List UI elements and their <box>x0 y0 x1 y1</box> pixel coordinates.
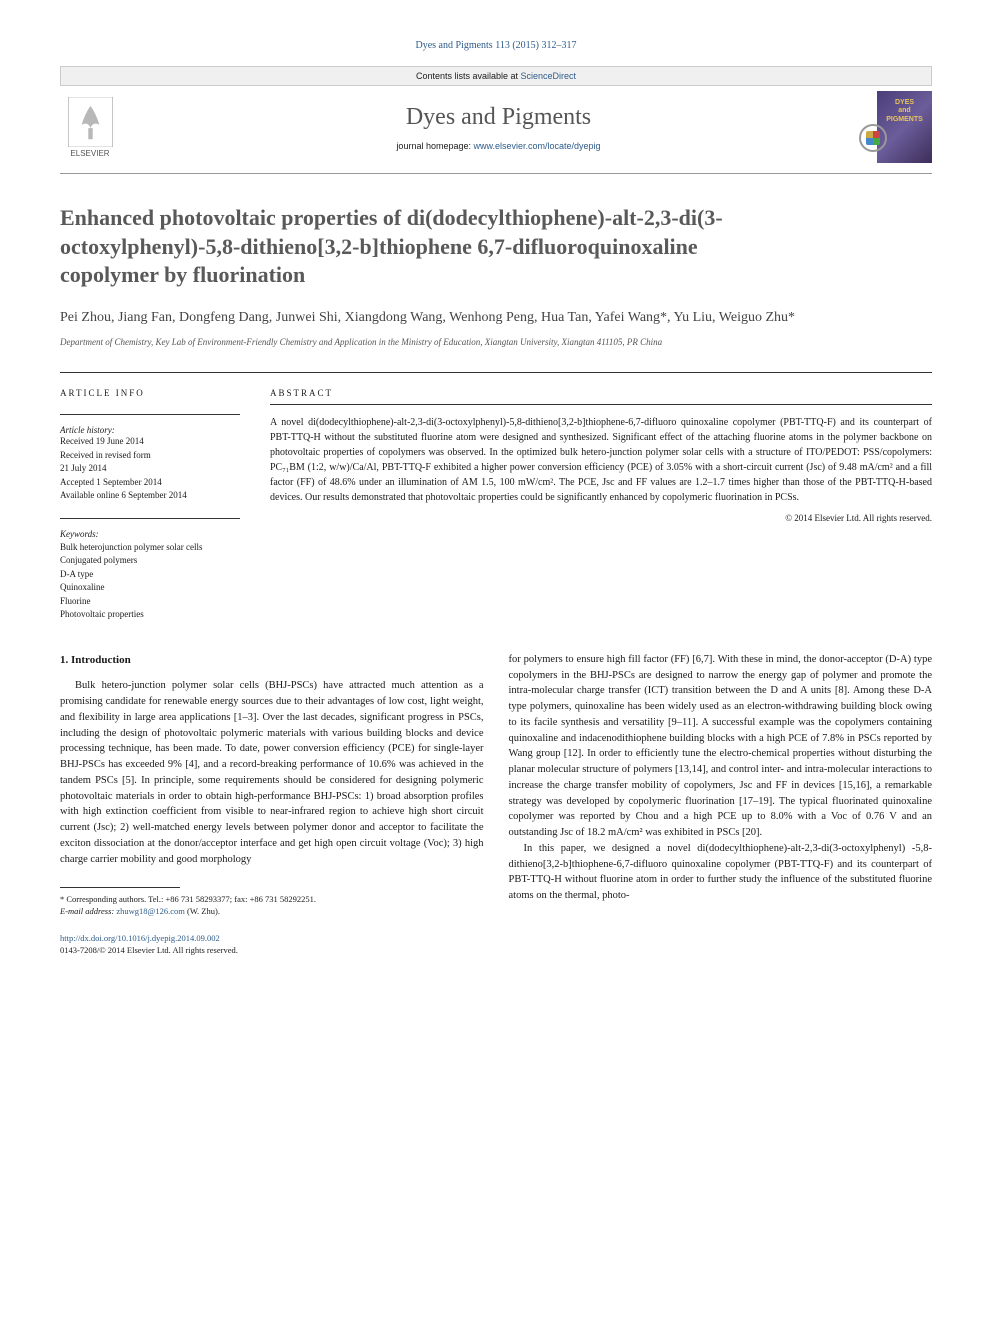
citation-header: Dyes and Pigments 113 (2015) 312–317 <box>60 40 932 51</box>
authors: Pei Zhou, Jiang Fan, Dongfeng Dang, Junw… <box>60 308 932 328</box>
crossmark-icon <box>859 124 887 152</box>
sciencedirect-link[interactable]: ScienceDirect <box>521 71 577 81</box>
keyword-item: Photovoltaic properties <box>60 608 240 622</box>
abstract-copyright: © 2014 Elsevier Ltd. All rights reserved… <box>270 513 932 523</box>
homepage-link[interactable]: www.elsevier.com/locate/dyepig <box>474 141 601 151</box>
article-title: Enhanced photovoltaic properties of di(d… <box>60 204 801 290</box>
history-block: Article history: Received 19 June 2014 R… <box>60 425 240 503</box>
section-heading: 1. Introduction <box>60 652 484 669</box>
body-col-right: for polymers to ensure high fill factor … <box>509 652 933 957</box>
keyword-item: Fluorine <box>60 595 240 609</box>
history-item: Received 19 June 2014 <box>60 435 240 449</box>
body-columns: 1. Introduction Bulk hetero-junction pol… <box>60 652 932 957</box>
info-abstract-row: ARTICLE INFO Article history: Received 1… <box>60 372 932 622</box>
elsevier-tree-icon <box>68 97 113 147</box>
article-header: CrossMark Enhanced photovoltaic properti… <box>60 204 932 347</box>
journal-title-block: Dyes and Pigments journal homepage: www.… <box>120 104 877 151</box>
history-label: Article history: <box>60 425 240 435</box>
journal-cover-thumb: DYES and PIGMENTS <box>877 91 932 163</box>
keyword-item: Bulk heterojunction polymer solar cells <box>60 541 240 555</box>
affiliation: Department of Chemistry, Key Lab of Envi… <box>60 337 932 347</box>
journal-homepage: journal homepage: www.elsevier.com/locat… <box>120 141 877 151</box>
email-label: E-mail address: <box>60 906 116 916</box>
elsevier-logo: ELSEVIER <box>60 92 120 162</box>
keywords-label: Keywords: <box>60 529 240 539</box>
keyword-item: D-A type <box>60 568 240 582</box>
abstract-block: ABSTRACT A novel di(dodecylthiophene)-al… <box>270 388 932 622</box>
bottom-bar: http://dx.doi.org/10.1016/j.dyepig.2014.… <box>60 933 484 957</box>
body-para: Bulk hetero-junction polymer solar cells… <box>60 678 484 867</box>
journal-header: ELSEVIER Dyes and Pigments journal homep… <box>60 91 932 174</box>
body-para: for polymers to ensure high fill factor … <box>509 652 933 841</box>
contents-text: Contents lists available at <box>416 71 521 81</box>
abstract-heading: ABSTRACT <box>270 388 932 404</box>
body-para: In this paper, we designed a novel di(do… <box>509 841 933 904</box>
history-item: Accepted 1 September 2014 <box>60 476 240 490</box>
history-item: Received in revised form <box>60 449 240 463</box>
keywords-block: Keywords: Bulk heterojunction polymer so… <box>60 518 240 622</box>
footnote-separator <box>60 887 180 888</box>
keyword-item: Conjugated polymers <box>60 554 240 568</box>
issn-copyright: 0143-7208/© 2014 Elsevier Ltd. All right… <box>60 945 484 957</box>
cover-text-2: and <box>898 107 910 115</box>
cover-text-1: DYES <box>895 99 914 107</box>
homepage-label: journal homepage: <box>396 141 473 151</box>
email-suffix: (W. Zhu). <box>185 906 220 916</box>
footnote-corresponding: * Corresponding authors. Tel.: +86 731 5… <box>60 894 484 906</box>
history-item: 21 July 2014 <box>60 462 240 476</box>
abstract-text: A novel di(dodecylthiophene)-alt-2,3-di(… <box>270 404 932 505</box>
body-col-left: 1. Introduction Bulk hetero-junction pol… <box>60 652 484 957</box>
info-heading: ARTICLE INFO <box>60 388 240 404</box>
article-info: ARTICLE INFO Article history: Received 1… <box>60 388 240 622</box>
elsevier-text: ELSEVIER <box>70 149 109 158</box>
keyword-item: Quinoxaline <box>60 581 240 595</box>
journal-title: Dyes and Pigments <box>120 104 877 131</box>
doi-link[interactable]: http://dx.doi.org/10.1016/j.dyepig.2014.… <box>60 933 220 943</box>
history-item: Available online 6 September 2014 <box>60 489 240 503</box>
footnote-email: E-mail address: zhuwg18@126.com (W. Zhu)… <box>60 906 484 918</box>
cover-text-3: PIGMENTS <box>886 116 923 124</box>
contents-bar: Contents lists available at ScienceDirec… <box>60 66 932 86</box>
email-link[interactable]: zhuwg18@126.com <box>116 906 185 916</box>
